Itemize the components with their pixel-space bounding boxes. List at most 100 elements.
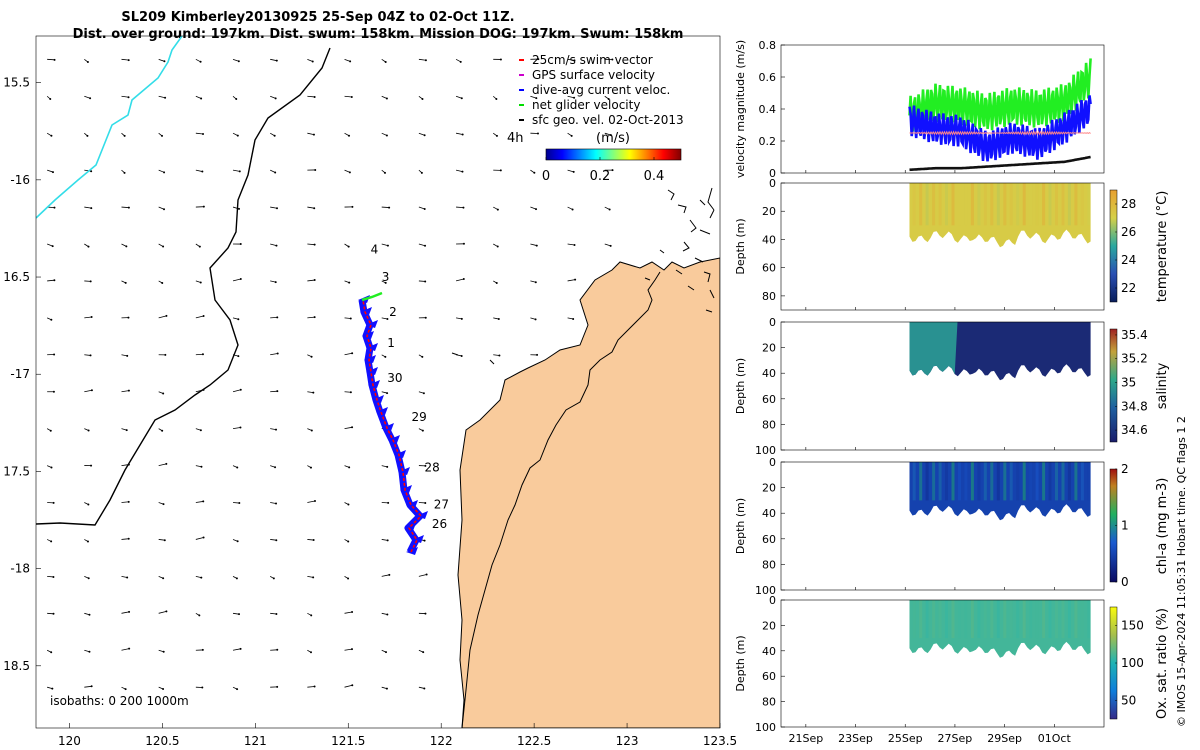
- arrow-head: [87, 503, 90, 506]
- heatmap-streak: [1009, 183, 1013, 226]
- arrow-head: [347, 577, 350, 580]
- arrow-head: [311, 60, 314, 63]
- heatmap-streak: [990, 183, 994, 226]
- series-line: [908, 58, 1092, 132]
- heatmap-streak: [977, 183, 981, 226]
- arrow-head: [424, 612, 427, 615]
- arrow-head: [422, 651, 425, 654]
- geo-velocity-arrow: [455, 278, 464, 282]
- arrow-head: [574, 278, 577, 281]
- arrow-head: [200, 465, 203, 468]
- heatmap-streak: [970, 462, 974, 501]
- arrow-head: [387, 501, 390, 504]
- map-ytick-label: -16: [10, 173, 30, 187]
- geo-velocity-arrow: [567, 58, 575, 61]
- heatmap-streak: [958, 462, 961, 501]
- heatmap-streak: [1029, 462, 1033, 501]
- heatmap-streak: [1003, 462, 1007, 501]
- geo-velocity-arrow: [307, 500, 316, 503]
- arrow-head: [313, 499, 316, 502]
- arrow-head: [460, 317, 463, 320]
- heatmap-streak: [958, 600, 961, 639]
- heatmap-section: [909, 462, 1091, 521]
- ytick-label: 80: [762, 696, 776, 709]
- time-tick-label: 01Oct: [1038, 732, 1072, 745]
- arrow-head: [348, 134, 351, 137]
- geo-velocity-arrow: [418, 206, 425, 210]
- arrow-head: [201, 686, 204, 689]
- geo-velocity-arrow: [381, 243, 389, 247]
- heatmap-streak: [1003, 600, 1007, 639]
- arrow-head: [424, 501, 427, 504]
- arrow-head: [124, 281, 127, 284]
- heatmap-streak: [951, 462, 955, 501]
- arrow-head: [461, 133, 464, 136]
- arrow-head: [537, 58, 540, 61]
- colorbar-tick-label: 2: [1121, 462, 1129, 476]
- heatmap-streak: [990, 600, 994, 639]
- arrow-head: [201, 170, 204, 173]
- geo-velocity-arrow: [418, 574, 427, 577]
- colorbar-tick-label: 50: [1121, 693, 1136, 707]
- geo-velocity-arrow: [270, 390, 278, 393]
- arrow-head: [53, 58, 56, 61]
- ytick-label: 0: [769, 177, 776, 190]
- geo-velocity-arrow: [158, 539, 165, 541]
- day-labels: 43 2 1 30 29 28 27 26: [371, 243, 449, 531]
- heatmap-streak: [996, 600, 1000, 639]
- arrow-head: [276, 390, 279, 393]
- heatmap-streak: [983, 600, 987, 639]
- arrow-head: [310, 355, 313, 358]
- arrow-head: [384, 651, 387, 654]
- current-vector: [388, 435, 400, 443]
- arrow-head: [127, 537, 130, 540]
- arrow-head: [313, 685, 316, 688]
- offshore-islands: [451, 187, 715, 365]
- arrow-head: [164, 96, 167, 99]
- arrow-head: [348, 171, 351, 174]
- arrow-head: [162, 688, 165, 691]
- heatmap-streak: [951, 600, 955, 639]
- geo-velocity-arrow: [270, 539, 277, 541]
- geo-velocity-arrow: [232, 648, 241, 651]
- heatmap-streak: [932, 462, 936, 501]
- arrow-head: [161, 134, 164, 137]
- geo-velocity-arrow: [84, 354, 91, 356]
- arrow-head: [53, 353, 56, 356]
- y-axis-label: velocity magnitude (m/s): [734, 40, 747, 178]
- map-xtick-label: 122: [430, 734, 453, 748]
- arrow-head: [313, 279, 316, 282]
- arrow-head: [86, 61, 89, 64]
- arrow-head: [275, 59, 278, 62]
- arrow-head: [238, 502, 241, 505]
- arrow-head: [161, 281, 164, 284]
- arrow-head: [87, 245, 90, 248]
- arrow-head: [198, 614, 201, 617]
- colorbar-label: salinity: [1155, 362, 1170, 409]
- geo-velocity-arrow: [84, 316, 92, 319]
- geo-velocity-arrow: [84, 95, 91, 99]
- heatmap-streak: [1009, 462, 1013, 501]
- arrow-head: [90, 464, 93, 467]
- time-tick-label: 27Sep: [938, 732, 973, 745]
- arrow-head: [534, 281, 537, 284]
- y-axis-label: Depth (m): [734, 635, 747, 691]
- arrow-head: [349, 317, 352, 320]
- arrow-head: [236, 688, 239, 691]
- arrow-head: [386, 465, 389, 468]
- colorbar-tick-label: 0: [542, 169, 550, 184]
- arrow-head: [536, 353, 539, 356]
- geo-velocity-arrow: [418, 132, 425, 136]
- arrow-head: [386, 317, 389, 320]
- arrow-head: [314, 168, 317, 171]
- arrow-head: [421, 355, 424, 358]
- heatmap-streak: [1061, 600, 1065, 639]
- current-vector: [412, 535, 424, 543]
- arrow-head: [460, 354, 463, 357]
- colorbar-tick-label: 35.2: [1121, 352, 1148, 366]
- map-xtick-label: 120.5: [145, 734, 179, 748]
- arrow-head: [201, 648, 204, 651]
- ytick-label: 100: [755, 444, 776, 457]
- arrow-head: [495, 97, 498, 100]
- arrow-head: [162, 577, 165, 580]
